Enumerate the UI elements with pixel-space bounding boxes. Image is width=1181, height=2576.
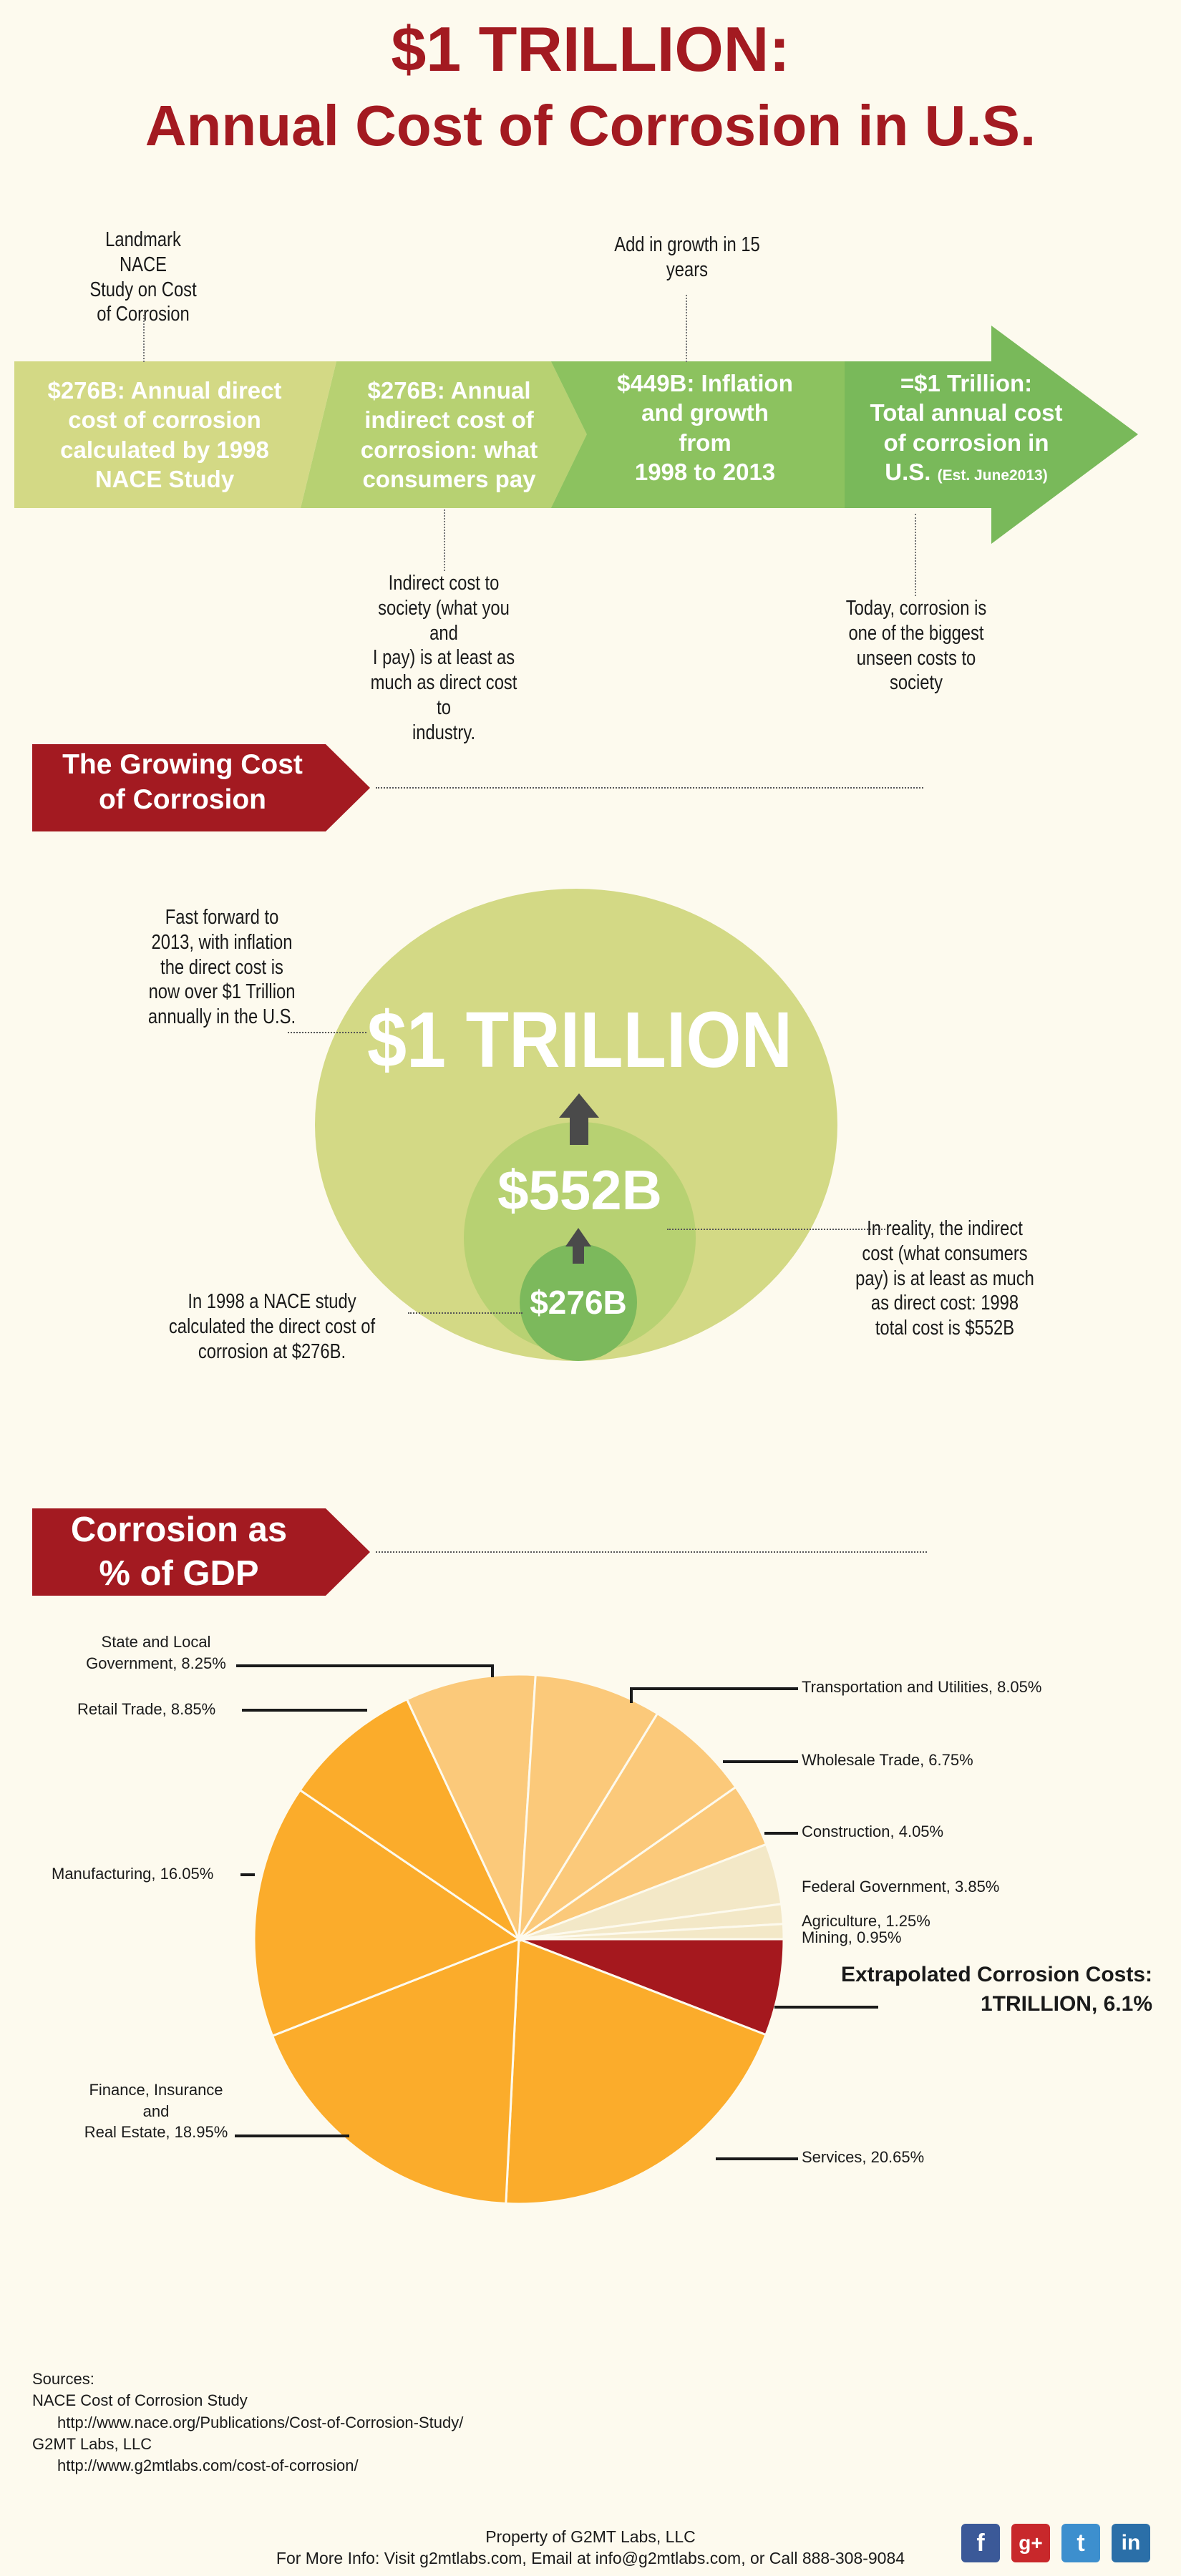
pie-leader-wholesale	[723, 1760, 798, 1763]
pie-leader-transport-v	[630, 1687, 633, 1703]
pie-slice-manufacturing	[253, 1788, 522, 2038]
pie-slice-mining	[518, 1923, 785, 1941]
note-today: Today, corrosion is one of the biggest uns…	[845, 597, 987, 695]
twitter-icon[interactable]: t	[1061, 2524, 1100, 2562]
pie-label-finance: Finance, Insurance and Real Estate, 18.95%	[84, 2081, 228, 2142]
note-growth: Add in growth in 15 years	[614, 233, 760, 281]
pie-label-wholesale: Wholesale Trade, 6.75%	[802, 1751, 973, 1769]
section-growing-cost-rule	[376, 787, 923, 789]
note-fast-forward: Fast forward to 2013, with inflation the d…	[147, 906, 296, 1029]
sources-block: Sources: NACE Cost of Corrosion Study ht…	[32, 2368, 463, 2477]
section-growing-cost-tag	[32, 744, 370, 831]
source-link-g2mt[interactable]: http://www.g2mtlabs.com/cost-of-corrosio…	[57, 2457, 359, 2475]
pie-leader-extrapolated	[774, 2006, 878, 2009]
note-reality: In reality, the indirect cost (what consu…	[855, 1217, 1034, 1340]
timeline-step-2-shape	[301, 361, 587, 508]
pie-slice-services	[505, 1937, 767, 2205]
bubble-chart	[315, 889, 837, 1361]
pie-slice-transportation-and-utilities	[517, 1674, 659, 1940]
bubble-big-label: $1 TRILLION	[366, 996, 793, 1084]
note-nace-leader	[143, 315, 145, 362]
timeline-step-1-shape	[14, 361, 336, 508]
bubble-276b	[520, 1244, 637, 1361]
pie-leader-state-local-v	[491, 1664, 494, 1677]
pie-label-agriculture: Agriculture, 1.25%	[802, 1912, 930, 1930]
pie-slice-state-and-local-government	[405, 1673, 537, 1940]
pie-label-retail: Retail Trade, 8.85%	[77, 1700, 216, 1718]
google-plus-icon[interactable]: g+	[1011, 2524, 1050, 2562]
pie-slice-retail-trade	[298, 1697, 522, 1943]
note-indirect-cost: Indirect cost to society (what you and I p…	[370, 572, 517, 744]
pie-slice-wholesale-trade	[517, 1712, 738, 1941]
pie-label-state-local: State and Local Government, 8.25%	[86, 1633, 226, 1672]
pie-label-manufacturing: Manufacturing, 16.05%	[52, 1865, 214, 1883]
pie-slice-finance-insurance-and-real-estate	[271, 1937, 520, 2205]
footer-property: Property of G2MT Labs, LLC	[485, 2527, 696, 2546]
arrow-up-icon	[559, 1093, 599, 1145]
timeline-step-3: $449B: Inflation and growth from 1998 to 20…	[617, 370, 793, 485]
pie-label-services: Services, 20.65%	[802, 2148, 925, 2166]
footer-contact: For More Info: Visit g2mtlabs.com, Email…	[276, 2549, 905, 2567]
note-1998: In 1998 a NACE study calculated the direc…	[168, 1290, 376, 1363]
timeline-step-1: $276B: Annual direct cost of corrosion cal…	[47, 377, 282, 492]
timeline-step-2: $276B: Annual indirect cost of corrosion: …	[360, 377, 538, 492]
arrow-up-icon-small	[565, 1228, 591, 1264]
timeline-step-3-shape	[551, 361, 845, 508]
pie-label-mining: Mining, 0.95%	[802, 1928, 902, 1946]
pie-leader-manufacturing	[240, 1873, 255, 1876]
title-line-1: $1 TRILLION:	[391, 14, 790, 84]
source-link-nace[interactable]: http://www.nace.org/Publications/Cost-of…	[57, 2413, 464, 2431]
pie-leader-services	[716, 2157, 798, 2160]
facebook-icon[interactable]: f	[961, 2524, 1000, 2562]
section-gdp-title: Corrosion as% of GDP	[70, 1511, 288, 1594]
timeline-arrow	[14, 326, 1138, 544]
pie-leader-state-local	[236, 1664, 494, 1667]
timeline-step-4: =$1 Trillion: Total annual cost of corrosi…	[870, 370, 1063, 485]
section-gdp-rule	[376, 1551, 927, 1553]
pie-label-transport: Transportation and Utilities, 8.05%	[802, 1678, 1042, 1696]
note-indirect-leader	[444, 509, 445, 571]
pie-slice-extrapolated-corrosion-costs-1trillion	[518, 1938, 785, 2036]
note-fast-forward-leader	[288, 1032, 366, 1033]
pie-label-extrapolated: Extrapolated Corrosion Costs: 1TRILLION, …	[840, 1963, 1152, 2016]
note-today-leader	[915, 514, 916, 596]
pie-leader-transport	[630, 1687, 798, 1690]
bubble-small-label: $276B	[530, 1284, 627, 1321]
note-reality-leader	[667, 1229, 885, 1230]
note-1998-leader	[408, 1312, 523, 1314]
section-gdp-tag	[32, 1508, 370, 1596]
bubble-mid-label: $552B	[497, 1158, 662, 1221]
pie-leader-retail	[242, 1709, 367, 1712]
title-line-2: Annual Cost of Corrosion in U.S.	[145, 94, 1036, 157]
pie-leader-finance	[235, 2135, 349, 2137]
pie-leader-construction	[764, 1832, 798, 1835]
pie-label-construction: Construction, 4.05%	[802, 1823, 944, 1840]
section-growing-cost-title: The Growing Cost of Corrosion	[62, 749, 303, 815]
note-growth-leader	[686, 295, 687, 362]
pie-label-federal: Federal Government, 3.85%	[802, 1878, 1000, 1896]
linkedin-icon[interactable]: in	[1112, 2524, 1150, 2562]
